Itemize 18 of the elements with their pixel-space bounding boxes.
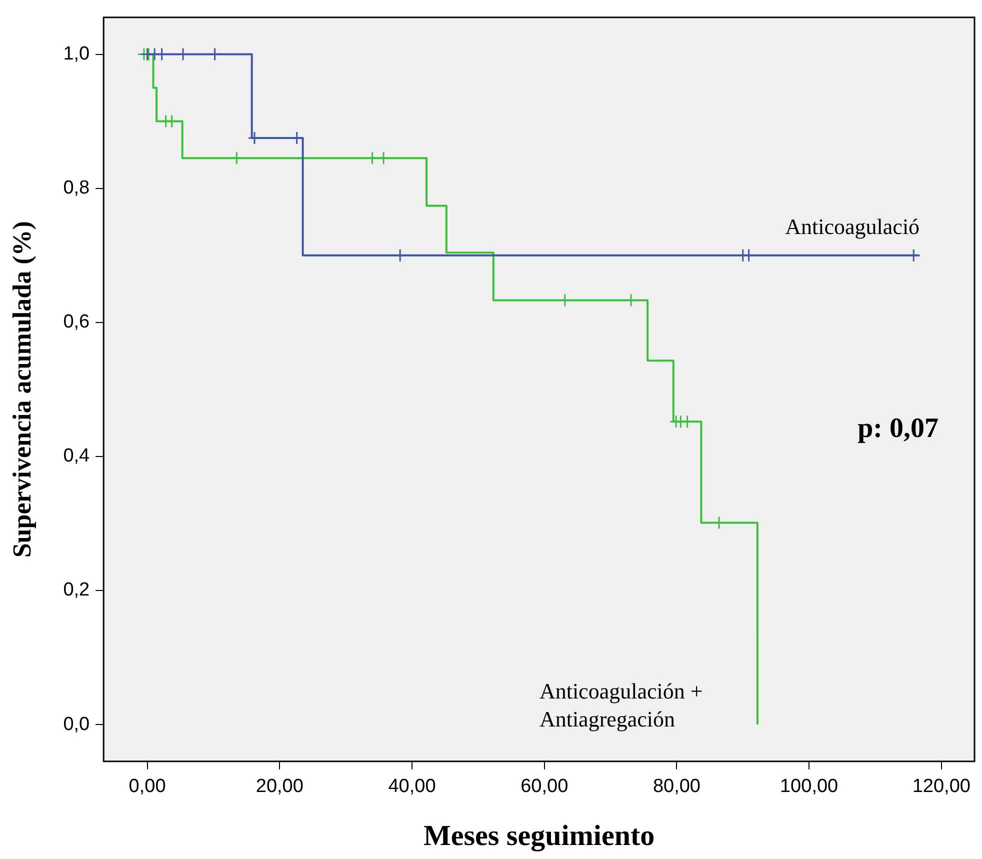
x-tick-label: 0,00 (128, 776, 166, 798)
y-tick-label: 0,8 (63, 178, 90, 199)
y-tick-label: 0,4 (63, 446, 90, 467)
series-label: Anticoagulació (785, 214, 920, 240)
x-tick-label: 40,00 (388, 776, 436, 798)
x-axis-title: Meses seguimiento (423, 820, 655, 852)
x-tick-label: 120,00 (912, 776, 970, 798)
y-tick-label: 1,0 (63, 44, 90, 64)
x-tick-label: 60,00 (520, 776, 568, 798)
x-tick-label: 20,00 (256, 776, 304, 798)
y-tick-label: 0,2 (63, 580, 90, 601)
x-tick-label: 80,00 (652, 776, 700, 798)
text: Anticoagulación + Antiagregación (539, 678, 703, 732)
y-tick-label: 0,6 (63, 312, 90, 333)
y-axis-title: Supervivencia acumulada (%) (7, 221, 36, 558)
y-tick-label: 0,0 (63, 714, 90, 735)
annotation: p: 0,07 (858, 412, 938, 444)
x-tick-label: 100,00 (780, 776, 838, 798)
